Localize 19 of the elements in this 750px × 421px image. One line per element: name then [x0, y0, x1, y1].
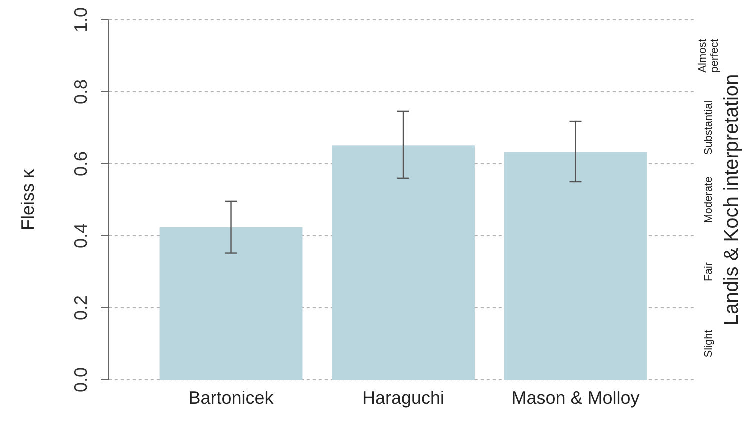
text: Fair: [703, 262, 715, 282]
annotation: Almost perfect: [697, 39, 721, 73]
text: Slight: [703, 330, 715, 358]
x-tick-label: Mason & Molloy: [512, 388, 640, 408]
y-tick-label: 0.2: [71, 295, 91, 321]
x-tick-label: Bartonicek: [188, 388, 275, 408]
bar: [160, 227, 303, 380]
y-tick-label: 0.8: [71, 79, 91, 105]
bar: [332, 146, 475, 380]
y-axis-title: Fleiss κ: [18, 168, 38, 231]
text: Substantial: [703, 100, 715, 156]
y2-axis-title: Landis & Koch interpretation: [721, 74, 743, 326]
y-tick-label: 0.6: [71, 151, 91, 177]
y-tick-label: 0.4: [71, 223, 91, 249]
x-tick-label: Haraguchi: [362, 388, 445, 408]
y-tick-label: 0.0: [71, 367, 91, 393]
y-tick-label: 1.0: [71, 7, 91, 33]
text: Moderate: [703, 176, 715, 224]
bar: [504, 152, 648, 380]
